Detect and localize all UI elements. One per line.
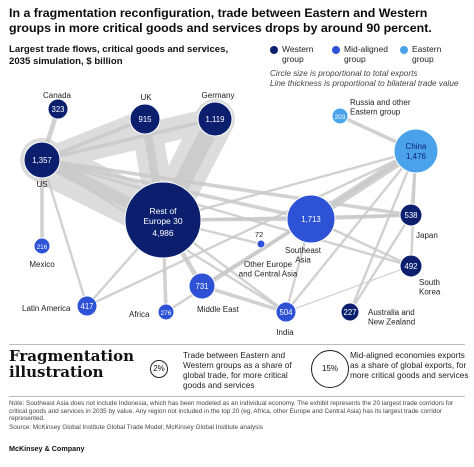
node-label-latam: Latin America — [22, 304, 71, 313]
node-value-russia: 203 — [335, 114, 346, 121]
node-label-china: China — [406, 142, 427, 151]
node-label-sea-line1: Southeast — [285, 246, 322, 255]
trade-flow-us-germany — [40, 117, 217, 162]
node-value-china: 1,476 — [406, 152, 427, 161]
node-mexico — [33, 237, 51, 255]
node-label-uk: UK — [140, 93, 152, 102]
node-value-us: 1,357 — [32, 156, 52, 165]
node-label-other_eca-line2: and Central Asia — [239, 270, 298, 279]
node-label-africa: Africa — [129, 310, 150, 319]
node-germany — [197, 101, 233, 137]
node-label-germany: Germany — [202, 91, 235, 100]
fragmentation-value-2: 15% — [321, 364, 338, 373]
node-value-other_eca: 72 — [255, 230, 263, 239]
legend-item-mid-aligned: Mid-aligned group — [332, 44, 394, 64]
node-value-africa: 276 — [161, 310, 172, 317]
chart-title: In a fragmentation reconfiguration, trad… — [9, 6, 432, 35]
node-value-india: 504 — [279, 308, 293, 317]
node-africa — [157, 303, 175, 321]
trade-flow-japan-aus_nz — [348, 213, 413, 314]
legend-item-western: Western group — [270, 44, 326, 64]
node-value-korea: 492 — [404, 262, 417, 271]
western-dot-icon — [270, 46, 278, 54]
footnote: Note: Southeast Asia does not include In… — [9, 400, 454, 423]
node-value-mideast: 731 — [195, 282, 208, 291]
node-value-aus_nz: 227 — [343, 308, 356, 317]
nodes-layer: 1,357 US 323 Canada 915 UK 1,119 Germany Rest of… — [22, 91, 441, 337]
node-china — [393, 128, 439, 174]
node-label-aus_nz-line1: Australia and — [368, 308, 415, 317]
fragmentation-text-1: Trade between Eastern and Western groups… — [183, 350, 292, 390]
eastern-dot-icon — [400, 46, 408, 54]
node-label-mexico: Mexico — [29, 260, 55, 269]
legend-note-circle-size: Circle size is proportional to total exp… — [270, 69, 418, 78]
node-label-india: India — [276, 328, 294, 337]
node-value-germany: 1,119 — [206, 115, 225, 124]
node-value-sea: 1,713 — [301, 215, 321, 224]
fragmentation-title: Fragmentation illustration — [9, 347, 135, 381]
node-label-russia-line2: Eastern group — [350, 108, 401, 117]
node-label-us: US — [36, 180, 47, 189]
node-sea — [286, 194, 336, 244]
node-latam — [76, 295, 98, 317]
node-korea — [399, 254, 423, 278]
trade-flow-us-korea — [40, 158, 413, 268]
node-aus_nz — [340, 302, 360, 322]
fragmentation-circle-small: 2% — [150, 360, 168, 378]
trade-flow-mideast-india — [200, 284, 288, 314]
footer-divider — [9, 396, 465, 397]
trade-flow-us-latam — [40, 158, 89, 308]
node-value-roe30: 4,986 — [152, 228, 174, 238]
fragmentation-value-1: 2% — [153, 364, 165, 373]
trade-flow-china-latam — [85, 149, 418, 308]
trade-flow-china-roe30 — [161, 149, 418, 222]
node-label-korea-line2: Korea — [419, 288, 441, 297]
node-japan — [399, 203, 423, 227]
edges-layer — [20, 99, 421, 314]
mid-aligned-dot-icon — [332, 46, 340, 54]
node-label-korea-line1: South — [419, 278, 440, 287]
node-label-mideast: Middle East — [197, 305, 240, 314]
node-label-aus_nz-line2: New Zealand — [368, 318, 415, 327]
node-uk — [129, 103, 161, 135]
node-value-canada: 323 — [51, 105, 64, 114]
node-roe30 — [124, 181, 202, 259]
node-us — [23, 141, 61, 179]
legend-label: Mid-aligned group — [344, 44, 388, 64]
node-value-latam: 417 — [80, 302, 93, 311]
node-label-other_eca-line1: Other Europe — [244, 260, 293, 269]
legend-label: Western group — [282, 44, 314, 64]
node-value-mexico: 216 — [37, 244, 48, 251]
legend-item-eastern: Eastern group — [400, 44, 456, 64]
trade-flow-china-india — [284, 149, 418, 314]
node-label-canada: Canada — [43, 91, 72, 100]
node-label-roe30-line1: Rest of — [150, 206, 178, 216]
chart-subtitle: Largest trade flows, critical goods and … — [9, 44, 229, 67]
brand-logo: McKinsey & Company — [9, 444, 85, 453]
trade-flow-china-aus_nz — [348, 149, 418, 314]
node-india — [275, 301, 297, 323]
node-label-roe30-line2: Europe 30 — [143, 216, 182, 226]
node-other_eca — [256, 239, 266, 249]
node-russia — [331, 107, 349, 125]
source-note: Source: McKinsey Global Institute Global… — [9, 424, 263, 431]
node-mideast — [188, 272, 216, 300]
node-value-uk: 915 — [138, 115, 152, 124]
node-value-japan: 538 — [404, 211, 417, 220]
node-label-sea-line2: Asia — [295, 256, 311, 265]
network-chart: 1,357 US 323 Canada 915 UK 1,119 Germany Rest of… — [20, 91, 441, 337]
node-label-russia-line1: Russia and other — [350, 98, 411, 107]
trade-flow-korea-india — [285, 265, 412, 313]
node-label-japan: Japan — [416, 231, 438, 240]
node-canada — [47, 98, 69, 120]
trade-flow-us-japan — [40, 158, 413, 217]
section-divider — [9, 344, 465, 345]
legend-note-line-thickness: Line thickness is proportional to bilate… — [270, 79, 459, 88]
fragmentation-text-2: Mid-aligned economies exports as a share… — [350, 350, 469, 380]
legend-label: Eastern group — [412, 44, 442, 64]
fragmentation-circle-large: 15% — [311, 350, 349, 388]
